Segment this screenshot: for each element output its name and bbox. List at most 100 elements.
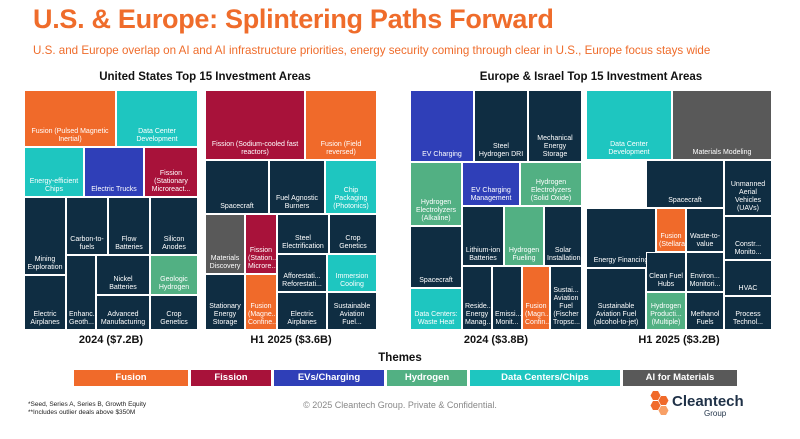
treemap-tile-label: Immersion Cooling xyxy=(335,272,369,288)
treemap-tile: Clean Fuel Hubs xyxy=(646,252,686,292)
treemap-tile-label: EV Charging Management xyxy=(470,186,512,202)
treemap-tile-label: Spacecraft xyxy=(220,202,254,210)
treemap-tile: Materials Discovery xyxy=(205,214,245,274)
treemap-tile: Sustainable Aviation Fuel... xyxy=(327,292,377,330)
treemap-tile: Unmanned Aerial Vehicles (UAVs) xyxy=(724,160,772,216)
treemap-us-h1-2025: Fission (Sodium-cooled fast reactors) Fus… xyxy=(205,90,377,330)
treemap-tile-label: Silicon Anodes xyxy=(162,235,186,251)
hexagon-cluster-icon xyxy=(650,391,669,415)
treemap-tile-label: Energy-efficient Chips xyxy=(29,177,79,193)
treemap-tile: Constr... Monito... xyxy=(724,216,772,260)
treemap-tile: Geologic Hydrogen xyxy=(150,255,198,295)
treemap-tile-label: HVAC xyxy=(738,284,758,292)
treemap-tile: Fission (Sodium-cooled fast reactors) xyxy=(205,90,305,160)
treemap-tile-label: Fusion (Pulsed Magnetic Inertial) xyxy=(31,127,109,143)
page-title: U.S. & Europe: Splintering Paths Forward xyxy=(33,4,554,34)
treemap-tile-label: Materials Discovery xyxy=(209,254,241,270)
treemap-tile-label: Fusion (Magne... Confine... xyxy=(248,302,277,326)
treemap-tile: Chip Packaging (Photonics) xyxy=(325,160,377,214)
treemap-tile: Fusion (Stellarat... xyxy=(656,208,686,252)
treemap-tile-label: Materials Modeling xyxy=(692,148,752,156)
treemap-tile: Fusion (Field reversed) xyxy=(305,90,377,160)
treemap-tile: Enhanc... Geoth... xyxy=(66,255,96,330)
treemap-tile-label: Fission (Sodium-cooled fast reactors) xyxy=(211,140,299,156)
treemap-tile-label: Enhanc... Geoth... xyxy=(69,310,96,326)
treemap-tile: Silicon Anodes xyxy=(150,197,198,255)
treemap-tile: Advanced Manufacturing xyxy=(96,295,150,330)
treemap-tile: Fission (Station... Microre... xyxy=(245,214,277,274)
legend-item: Fission xyxy=(191,370,271,386)
treemap-tile-label: Crop Genetics xyxy=(160,310,188,326)
treemap-tile-label: Hydrogen Electrolyzers (Solid Oxide) xyxy=(530,178,572,202)
treemap-tile: EV Charging xyxy=(410,90,474,162)
treemap-tile: Spacecraft xyxy=(646,160,724,208)
treemap-tile-label: Steel Electrification xyxy=(282,234,324,250)
treemap-tile: Crop Genetics xyxy=(329,214,377,254)
treemap-tile-label: Fusion (Stellarat... xyxy=(659,232,686,248)
treemap-tile: EV Charging Management xyxy=(462,162,520,206)
page-subtitle: U.S. and Europe overlap on AI and AI inf… xyxy=(33,44,711,57)
treemap-tile-label: Geologic Hydrogen xyxy=(158,275,190,291)
legend-item: Fusion xyxy=(74,370,188,386)
treemap-tile-label: Electric Airplanes xyxy=(30,310,60,326)
treemap-tile: Process Technol... xyxy=(724,296,772,330)
logo-wordmark: Cleantech xyxy=(672,393,744,410)
treemap-tile-label: Electric Airplanes xyxy=(287,310,317,326)
treemap-tile-label: Sustainable Aviation Fuel... xyxy=(333,302,371,326)
treemap-tile: Hydrogen Fueling xyxy=(504,206,544,266)
treemap-tile-label: Electric Trucks xyxy=(91,185,137,193)
treemap-tile: Crop Genetics xyxy=(150,295,198,330)
treemap-tile: Energy Financing xyxy=(586,208,656,268)
treemap-tile: Data Center Development xyxy=(586,90,672,160)
treemap-tile-label: Afforestati... Reforestati... xyxy=(282,272,322,288)
treemap-tile: Spacecraft xyxy=(410,226,462,288)
treemap-tile-label: Fusion (Field reversed) xyxy=(320,140,362,156)
treemap-tile-label: Process Technol... xyxy=(733,310,763,326)
footnote-outliers: **Includes outlier deals above $350M xyxy=(28,409,136,417)
treemap-tile: Methanol Fuels xyxy=(686,292,724,330)
treemap-tile: Fusion (Pulsed Magnetic Inertial) xyxy=(24,90,116,147)
treemap-eu-2024: EV Charging Steel Hydrogen DRI Mechanical … xyxy=(410,90,582,330)
treemap-tile: Hydrogen Electrolyzers (Solid Oxide) xyxy=(520,162,582,206)
panel-label-eu-2024: 2024 ($3.8B) xyxy=(463,334,529,346)
treemap-tile: Data Centers: Waste Heat xyxy=(410,288,462,330)
treemap-tile-label: Fuel Agnostic Burners xyxy=(275,194,319,210)
treemap-tile-label: Fission (Stationary Microreact... xyxy=(151,169,191,193)
treemap-tile: Flow Batteries xyxy=(108,197,150,255)
treemap-tile: Energy-efficient Chips xyxy=(24,147,84,197)
panel-label-eu-h1-2025: H1 2025 ($3.2B) xyxy=(638,334,720,346)
treemap-eu-h1-2025: Data Center Development Materials Modelin… xyxy=(586,90,772,330)
treemap-tile-label: Unmanned Aerial Vehicles (UAVs) xyxy=(730,180,766,212)
treemap-tile: Hydrogen Electrolyzers (Alkaline) xyxy=(410,162,462,226)
treemap-tile: Steel Electrification xyxy=(277,214,329,254)
treemap-tile-label: Mining Exploration xyxy=(27,255,63,271)
treemap-tile: Fusion (Magne... Confine... xyxy=(245,274,277,330)
treemap-tile-label: Spacecraft xyxy=(668,196,702,204)
treemap-tile-label: Fission (Station... Microre... xyxy=(248,246,277,270)
treemap-tile: Sustai... Aviation Fuel (Fischer Tropsc.… xyxy=(550,266,582,330)
treemap-tile: Fission (Stationary Microreact... xyxy=(144,147,198,197)
treemap-tile: Sustainable Aviation Fuel (alcohol-to-je… xyxy=(586,268,646,330)
treemap-tile: Immersion Cooling xyxy=(327,254,377,292)
treemap-tile: HVAC xyxy=(724,260,772,296)
treemap-tile-label: Constr... Monito... xyxy=(734,240,762,256)
treemap-us-2024: Fusion (Pulsed Magnetic Inertial) Data Ce… xyxy=(24,90,198,330)
treemap-tile-label: Energy Financing xyxy=(593,256,649,264)
treemap-tile: Data Center Development xyxy=(116,90,198,147)
treemap-tile: Nickel Batteries xyxy=(96,255,150,295)
treemap-tile-label: Hydrogen Producti... (Multiple) xyxy=(650,302,682,326)
treemap-tile-label: Carbon-to-fuels xyxy=(70,235,104,251)
treemap-tile-label: Chip Packaging (Photonics) xyxy=(333,186,369,210)
treemap-tile-label: Environ... Monitori... xyxy=(689,272,721,288)
legend-item: Data Centers/Chips xyxy=(470,370,620,386)
panel-label-us-h1-2025: H1 2025 ($3.6B) xyxy=(250,334,332,346)
treemap-tile-label: EV Charging xyxy=(422,150,462,158)
treemap-tile-label: Clean Fuel Hubs xyxy=(649,272,683,288)
panel-label-us-2024: 2024 ($7.2B) xyxy=(78,334,144,346)
treemap-tile: Lithium-ion Batteries xyxy=(462,206,504,266)
footnote-deal-stages: *Seed, Series A, Series B, Growth Equity xyxy=(28,401,147,408)
treemap-tile: Spacecraft xyxy=(205,160,269,214)
treemap-tile-label: Nickel Batteries xyxy=(109,275,137,291)
treemap-tile: Hydrogen Producti... (Multiple) xyxy=(646,292,686,330)
copyright-notice: © 2025 Cleantech Group. Private & Confid… xyxy=(303,400,497,410)
